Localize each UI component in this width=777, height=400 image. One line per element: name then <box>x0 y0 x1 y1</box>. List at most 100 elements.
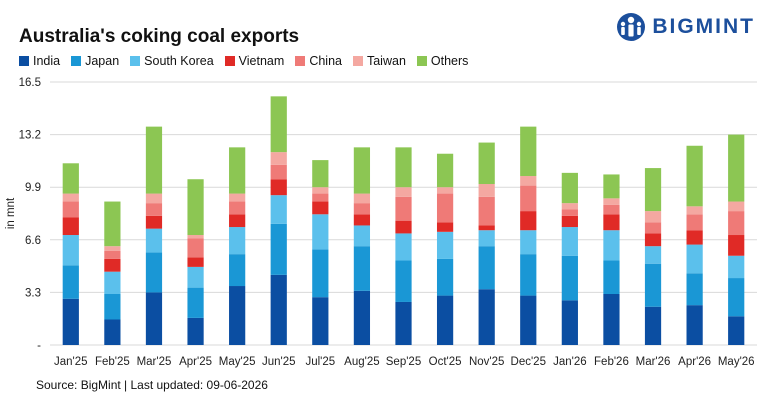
bar-segment-taiwan <box>229 193 246 202</box>
bar-segment-china <box>603 204 620 215</box>
x-tick-label: Jul'25 <box>305 356 335 368</box>
bar-segment-south-korea <box>395 233 412 261</box>
legend-item-japan: Japan <box>71 54 119 68</box>
bar-segment-taiwan <box>353 193 371 204</box>
bar-segment-vietnam <box>62 217 79 236</box>
x-tick-label: Feb'25 <box>95 356 130 368</box>
bar-segment-vietnam <box>478 225 495 231</box>
bar-segment-india <box>561 300 578 345</box>
y-axis-label: in mnt <box>5 197 17 229</box>
bar-segment-vietnam <box>520 211 537 231</box>
bar-segment-india <box>353 290 371 345</box>
logo-wordmark: BIGMINT <box>652 15 755 38</box>
x-tick-label: Feb'26 <box>594 356 629 368</box>
legend-item-china: China <box>295 54 342 68</box>
bar-segment-japan <box>104 293 121 320</box>
bar-segment-india <box>312 297 329 345</box>
bar-segment-taiwan <box>270 152 287 165</box>
bar-segment-china <box>520 185 537 212</box>
bar-segment-vietnam <box>436 222 454 232</box>
x-tick-label: Apr'25 <box>179 356 212 368</box>
bar-segment-india <box>686 305 703 345</box>
bar-segment-south-korea <box>312 214 329 250</box>
y-tick-label: 9.9 <box>25 182 41 194</box>
bar-segment-china <box>270 164 287 180</box>
bar-segment-japan <box>728 278 745 317</box>
bar-segment-others <box>603 174 620 199</box>
bar-segment-south-korea <box>436 231 454 259</box>
x-tick-label: Jan'26 <box>553 356 587 368</box>
bar-segment-others <box>187 179 204 236</box>
bar-segment-japan <box>229 254 246 287</box>
bar-segment-vietnam <box>187 257 204 267</box>
x-tick-label: Dec'25 <box>511 356 546 368</box>
bar-segment-china <box>728 211 745 236</box>
bar-segment-india <box>145 292 163 345</box>
legend-item-south-korea: South Korea <box>130 54 214 68</box>
bar-segment-south-korea <box>104 271 121 294</box>
y-tick-label: 16.5 <box>19 77 41 89</box>
bar-segment-others <box>312 160 329 188</box>
bar-segment-south-korea <box>561 227 578 256</box>
bar-segment-taiwan <box>436 187 454 194</box>
legend-swatch <box>416 56 427 66</box>
bar-segment-south-korea <box>603 230 620 261</box>
bar-segment-others <box>395 147 412 188</box>
bar-segment-india <box>728 316 745 345</box>
bar-segment-japan <box>644 263 662 307</box>
bar-segment-china <box>686 214 703 231</box>
source-note: Source: BigMint | Last updated: 09-06-20… <box>36 378 268 392</box>
legend-item-others: Others <box>416 54 468 68</box>
bar-segment-others <box>62 163 79 194</box>
x-tick-label: Jan'25 <box>54 356 88 368</box>
bar-segment-india <box>478 289 495 345</box>
bar-segment-india <box>520 295 537 345</box>
legend-label: India <box>33 54 61 68</box>
bar-segment-china <box>561 209 578 216</box>
bar-segment-others <box>229 147 246 194</box>
bar-segment-others <box>520 126 537 177</box>
bar-segment-south-korea <box>270 195 287 224</box>
chart-title: Australia's coking coal exports <box>19 26 300 47</box>
bar-segment-japan <box>686 273 703 306</box>
legend-item-taiwan: Taiwan <box>352 54 406 68</box>
bar-segment-china <box>395 196 412 221</box>
bar-segment-taiwan <box>728 201 745 212</box>
bigmint-logo-icon <box>617 13 646 41</box>
bar-segment-south-korea <box>229 227 246 255</box>
x-tick-label: May'26 <box>718 356 755 368</box>
bar-segment-india <box>104 319 121 345</box>
bar-segment-india <box>229 286 246 345</box>
bar-segment-japan <box>312 249 329 298</box>
bar-segment-japan <box>395 260 412 302</box>
bar-segment-taiwan <box>478 184 495 197</box>
bar-segment-south-korea <box>145 228 163 253</box>
legend-label: Japan <box>85 54 120 68</box>
legend-swatch <box>352 56 363 66</box>
bar-segment-india <box>395 301 412 345</box>
bar-segment-vietnam <box>104 258 121 272</box>
bar-segment-vietnam <box>395 220 412 234</box>
bar-segment-taiwan <box>686 206 703 215</box>
x-tick-label: Aug'25 <box>344 356 379 368</box>
bar-segment-vietnam <box>312 201 329 215</box>
legend-swatch <box>130 56 141 66</box>
bar-segment-china <box>312 193 329 202</box>
bar-segment-south-korea <box>520 230 537 255</box>
x-tick-label: May'25 <box>219 356 256 368</box>
bar-segment-japan <box>62 265 79 299</box>
bar-segment-japan <box>520 254 537 296</box>
bar-segment-taiwan <box>395 187 412 197</box>
bar-segment-vietnam <box>644 233 662 247</box>
bar-segment-others <box>686 145 703 207</box>
legend-label: South Korea <box>144 54 214 68</box>
chart-legend: India Japan South Korea Vietnam China Taiwan O… <box>19 54 479 68</box>
bar-segment-south-korea <box>62 235 79 266</box>
bar-segment-japan <box>270 223 287 275</box>
bar-segment-others <box>644 168 662 212</box>
bar-segment-china <box>187 238 204 258</box>
bar-segment-others <box>104 201 121 247</box>
x-tick-label: Oct'25 <box>429 356 462 368</box>
x-tick-label: Mar'25 <box>137 356 172 368</box>
legend-label: Vietnam <box>238 54 285 68</box>
